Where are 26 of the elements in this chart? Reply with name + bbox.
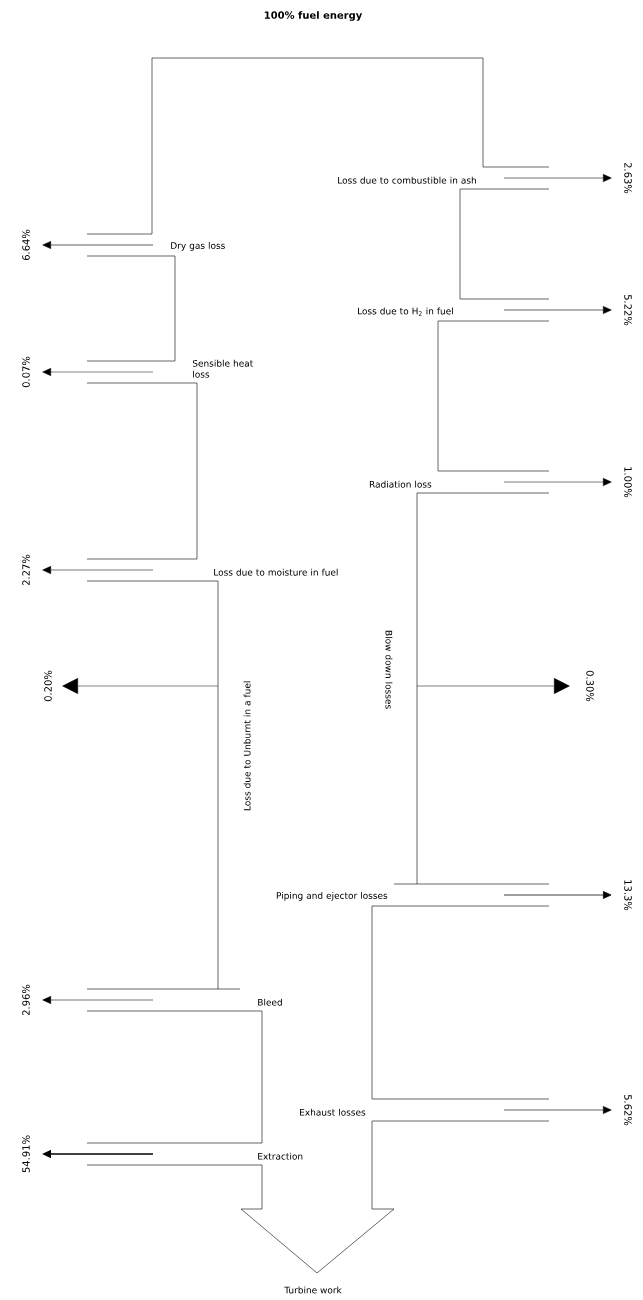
data-label: 0.30% xyxy=(586,670,594,702)
data-label: 1.00% xyxy=(624,467,632,498)
data-label: 0.07% xyxy=(22,356,30,388)
category-label: Piping and ejector losses xyxy=(276,892,388,901)
data-label: 54.91% xyxy=(22,1135,30,1173)
category-label: Radiation loss xyxy=(369,480,432,488)
data-label: 13.3% xyxy=(624,880,632,911)
text: Turbine work xyxy=(284,1286,342,1294)
data-label: 0.20% xyxy=(44,670,52,702)
category-label: Dry gas loss xyxy=(171,242,225,251)
text: 100% fuel energy xyxy=(264,11,363,21)
data-label: 5.62% xyxy=(624,1094,632,1126)
data-label: 6.64% xyxy=(22,229,30,261)
category-label: Exhaust losses xyxy=(300,1108,366,1116)
category-label: Sensible heat loss xyxy=(192,359,254,378)
category-label: Blow down losses xyxy=(385,630,393,709)
category-label: Bleed xyxy=(258,998,282,1006)
data-label: 2.96% xyxy=(22,984,30,1016)
category-label: Loss due to moisture in fuel xyxy=(214,568,338,576)
category-label: Loss due to combustible in ash xyxy=(338,176,476,184)
category-label: Loss due to Unburnt in a fuel xyxy=(243,681,251,811)
data-label: 2.27% xyxy=(22,554,30,586)
data-label: 2.63% xyxy=(624,162,632,194)
category-label: Extraction xyxy=(258,1152,303,1160)
data-label: 5.22% xyxy=(624,294,632,326)
category-label: Loss due to H$_{2}$ in fuel xyxy=(358,307,453,316)
